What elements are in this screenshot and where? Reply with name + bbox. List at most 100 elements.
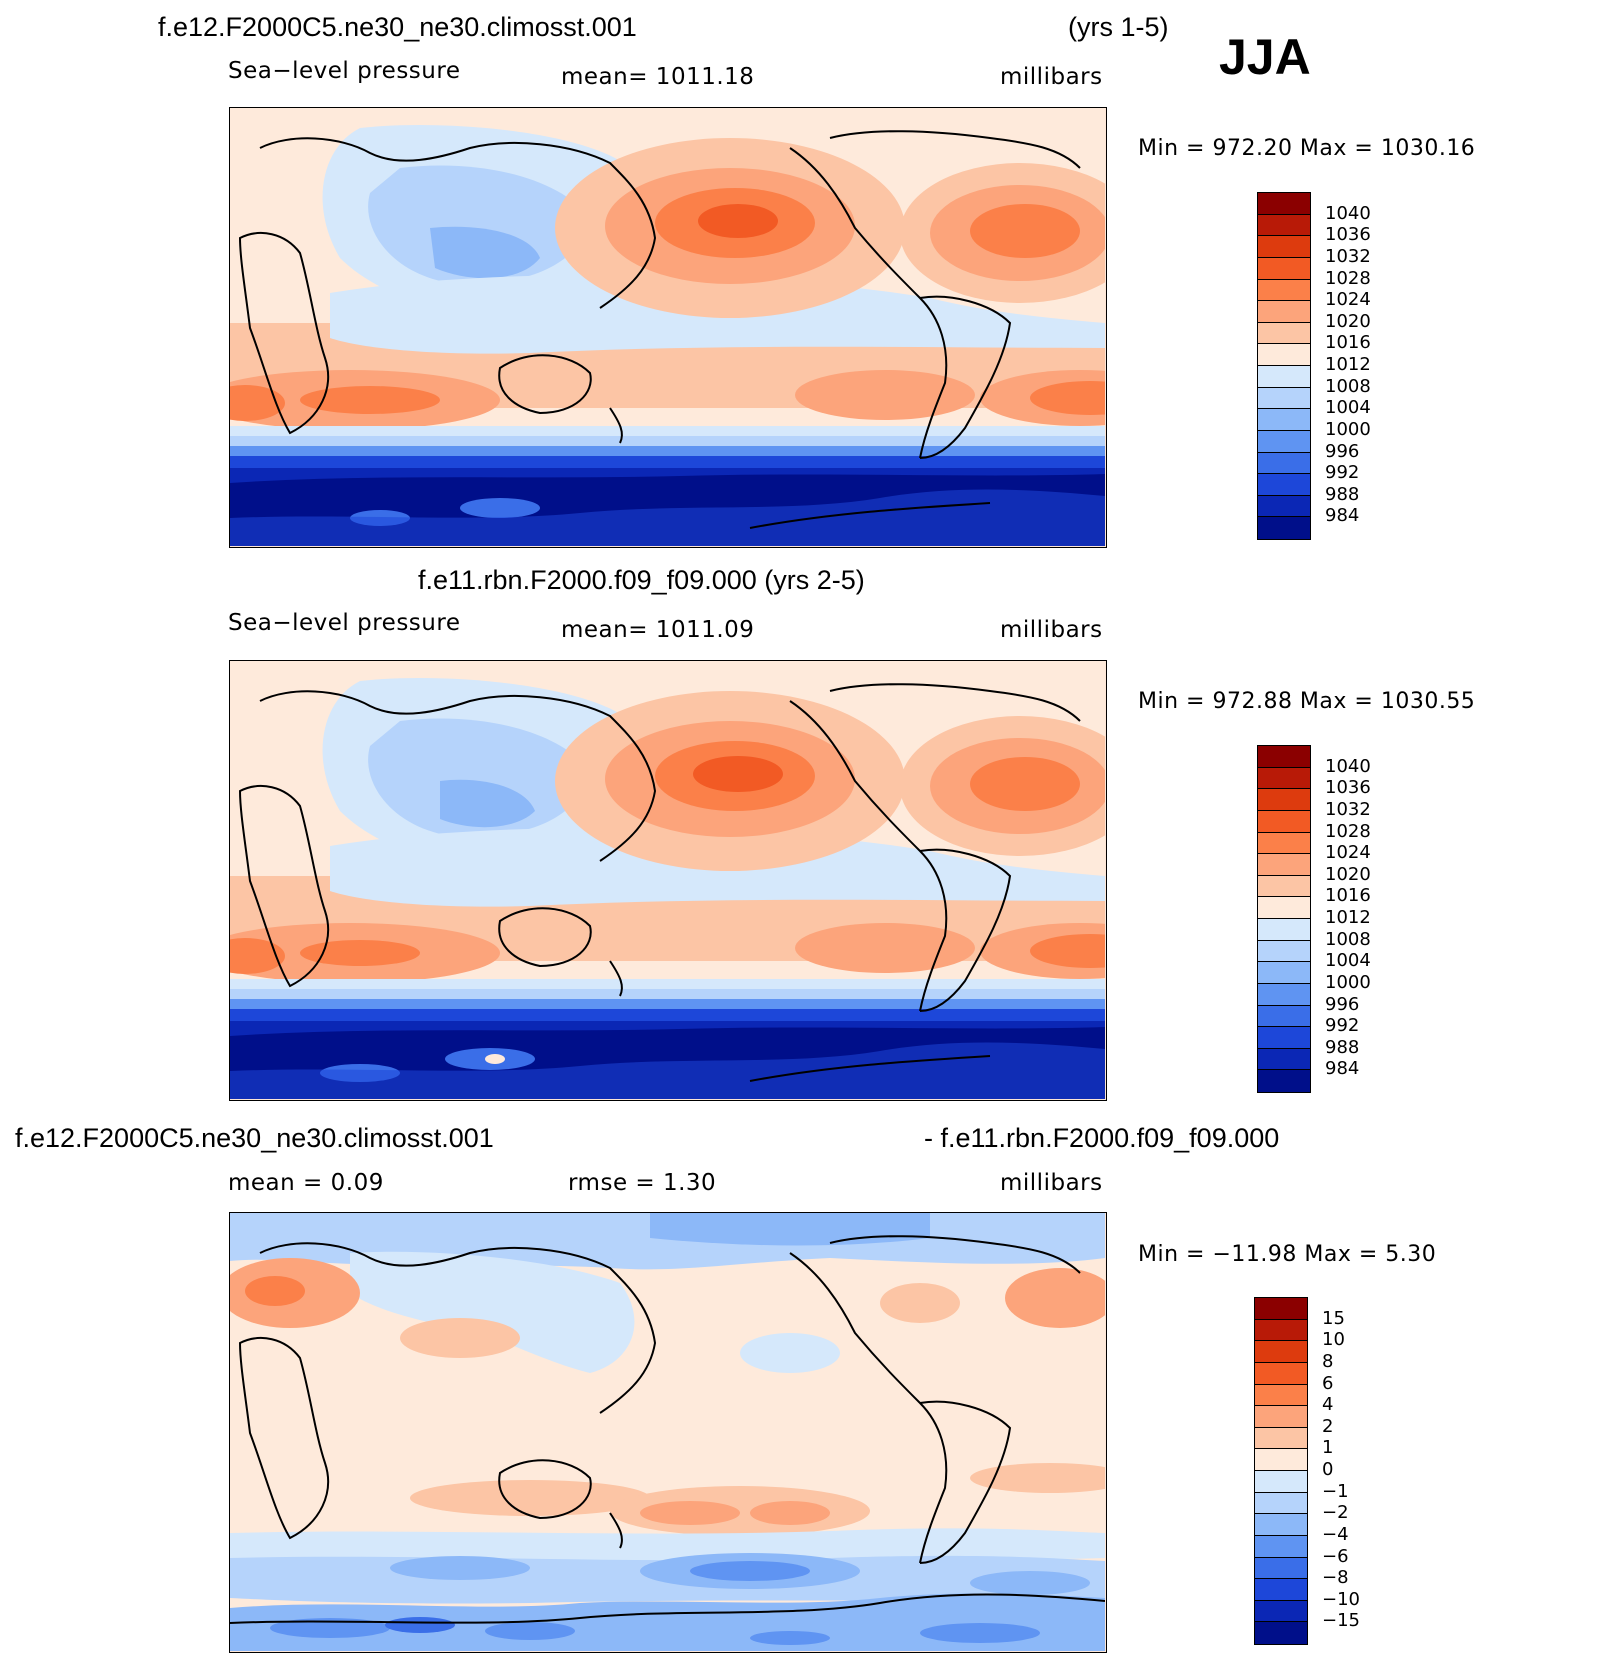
panel3-units: millibars xyxy=(1000,1170,1103,1196)
panel2-colorbar-swatch xyxy=(1257,982,1311,1006)
panel1-colorbar-label: 1020 xyxy=(1325,310,1371,332)
panel1-colorbar-swatch xyxy=(1257,278,1311,302)
panel2-colorbar-label: 1024 xyxy=(1325,842,1371,864)
panel2-colorbar-swatch xyxy=(1257,1069,1311,1093)
panel3-colorbar-swatch xyxy=(1254,1383,1308,1407)
panel2-colorbar-label: 1036 xyxy=(1325,777,1371,799)
panel3-colorbar-label: 0 xyxy=(1322,1459,1334,1480)
panel1-colorbar-swatch xyxy=(1257,321,1311,345)
panel1-variable: Sea−level pressure xyxy=(228,58,461,84)
panel3-title-left: f.e12.F2000C5.ne30_ne30.climosst.001 xyxy=(15,1123,494,1153)
panel2-colorbar-swatch xyxy=(1257,831,1311,855)
panel1-colorbar-label: 984 xyxy=(1325,505,1360,527)
panel1-colorbar-label: 1036 xyxy=(1325,224,1371,246)
panel2-colorbar-label: 996 xyxy=(1325,993,1360,1015)
panel3-rmse: rmse = 1.30 xyxy=(568,1170,717,1196)
panel3-colorbar-swatch xyxy=(1254,1448,1308,1472)
panel1-colorbar-label: 1004 xyxy=(1325,397,1371,419)
panel2-title: f.e11.rbn.F2000.f09_f09.000 (yrs 2-5) xyxy=(418,565,865,595)
panel3-colorbar-swatch xyxy=(1254,1599,1308,1623)
panel3-colorbar-swatch xyxy=(1254,1405,1308,1429)
panel2-variable: Sea−level pressure xyxy=(228,610,461,636)
panel1-colorbar-label: 996 xyxy=(1325,440,1360,462)
panel1-colorbar-swatch xyxy=(1257,386,1311,410)
panel3-colorbar-label: −8 xyxy=(1322,1567,1349,1589)
panel3-title-right: - f.e11.rbn.F2000.f09_f09.000 xyxy=(924,1123,1280,1153)
panel1-colorbar-swatch xyxy=(1257,429,1311,453)
panel2-colorbar-swatch xyxy=(1257,788,1311,812)
panel3-colorbar-label: −4 xyxy=(1322,1523,1349,1545)
panel2-colorbar-label: 1028 xyxy=(1325,820,1371,842)
panel3-colorbar-label: 1 xyxy=(1322,1437,1334,1459)
panel1-map xyxy=(229,107,1107,548)
panel2-colorbar-swatch xyxy=(1257,766,1311,790)
panel1-minmax: Min = 972.20 Max = 1030.16 xyxy=(1138,136,1476,161)
panel1-colorbar-swatch xyxy=(1257,408,1311,432)
panel3-colorbar-swatch xyxy=(1254,1297,1308,1321)
panel1-colorbar-swatch xyxy=(1257,516,1311,540)
panel3-colorbar-swatch xyxy=(1254,1426,1308,1450)
panel1-colorbar-label: 992 xyxy=(1325,462,1360,484)
season-label: JJA xyxy=(1219,29,1311,85)
panel2-colorbar-swatch xyxy=(1257,745,1311,769)
panel3-colorbar: 15 10 8 6 4 2 1 0 −1 −2 −4 −6 −8 −10 −15 xyxy=(1254,1297,1374,1645)
panel2-colorbar-label: 1008 xyxy=(1325,928,1371,950)
panel3-colorbar-swatch xyxy=(1254,1621,1308,1645)
panel2-colorbar-swatch xyxy=(1257,1026,1311,1050)
panel2-units: millibars xyxy=(1000,617,1103,643)
panel2-colorbar-swatch xyxy=(1257,939,1311,963)
panel2-mean: mean= 1011.09 xyxy=(561,617,755,643)
panel3-colorbar-swatch xyxy=(1254,1513,1308,1537)
panel3-colorbar-swatch xyxy=(1254,1470,1308,1494)
panel1-colorbar-label: 1008 xyxy=(1325,375,1371,397)
panel3-colorbar-label: 8 xyxy=(1322,1350,1334,1372)
panel3-colorbar-swatch xyxy=(1254,1534,1308,1558)
panel1-colorbar-label: 1024 xyxy=(1325,289,1371,311)
panel1-colorbar-swatch xyxy=(1257,451,1311,475)
panel1-colorbar-label: 1016 xyxy=(1325,332,1371,354)
panel3-colorbar-label: 15 xyxy=(1322,1307,1345,1329)
panel2-colorbar-swatch xyxy=(1257,874,1311,898)
panel3-colorbar-swatch xyxy=(1254,1361,1308,1385)
panel3-colorbar-label: 6 xyxy=(1322,1372,1334,1394)
panel2-colorbar-label: 1012 xyxy=(1325,907,1371,928)
panel2-colorbar-label: 984 xyxy=(1325,1058,1360,1080)
panel2-colorbar-label: 992 xyxy=(1325,1015,1360,1037)
panel1-colorbar-swatch xyxy=(1257,473,1311,497)
panel1-colorbar: 1040 1036 1032 1028 1024 1020 1016 1012 1008 1004… xyxy=(1257,192,1377,540)
panel2-colorbar-label: 1004 xyxy=(1325,950,1371,972)
panel1-colorbar-swatch xyxy=(1257,494,1311,518)
panel2-colorbar-swatch xyxy=(1257,853,1311,877)
panel1-colorbar-label: 1000 xyxy=(1325,418,1371,440)
panel3-colorbar-swatch xyxy=(1254,1556,1308,1580)
panel3-colorbar-label: 4 xyxy=(1322,1394,1334,1416)
panel3-colorbar-label: −10 xyxy=(1322,1588,1360,1610)
panel2-colorbar-swatch xyxy=(1257,896,1311,920)
panel1-colorbar-label: 1040 xyxy=(1325,202,1371,224)
panel3-colorbar-swatch xyxy=(1254,1318,1308,1342)
panel1-colorbar-swatch xyxy=(1257,235,1311,259)
panel2-colorbar-label: 1020 xyxy=(1325,863,1371,885)
panel3-colorbar-label: −15 xyxy=(1322,1610,1360,1632)
panel2-colorbar-swatch xyxy=(1257,1047,1311,1071)
panel3-colorbar-swatch xyxy=(1254,1578,1308,1602)
panel3-colorbar-label: −1 xyxy=(1322,1480,1349,1502)
panel2-colorbar-label: 1016 xyxy=(1325,885,1371,907)
panel3-colorbar-label: −6 xyxy=(1322,1545,1349,1567)
panel2-colorbar-swatch xyxy=(1257,961,1311,985)
panel1-colorbar-swatch xyxy=(1257,365,1311,389)
panel2-colorbar: 1040 1036 1032 1028 1024 1020 1016 1012 1008 1004… xyxy=(1257,745,1377,1093)
panel1-colorbar-label: 1032 xyxy=(1325,245,1371,267)
panel2-colorbar-swatch xyxy=(1257,809,1311,833)
panel1-colorbar-label: 988 xyxy=(1325,483,1360,505)
panel2-colorbar-swatch xyxy=(1257,918,1311,942)
panel1-colorbar-swatch xyxy=(1257,300,1311,324)
panel1-colorbar-label: 1012 xyxy=(1325,354,1371,375)
panel3-colorbar-swatch xyxy=(1254,1491,1308,1515)
panel2-colorbar-label: 1032 xyxy=(1325,798,1371,820)
panel2-minmax: Min = 972.88 Max = 1030.55 xyxy=(1138,689,1476,714)
panel1-mean: mean= 1011.18 xyxy=(561,64,755,90)
panel2-colorbar-label: 1000 xyxy=(1325,971,1371,993)
panel1-colorbar-swatch xyxy=(1257,192,1311,216)
panel3-mean: mean = 0.09 xyxy=(228,1170,384,1196)
